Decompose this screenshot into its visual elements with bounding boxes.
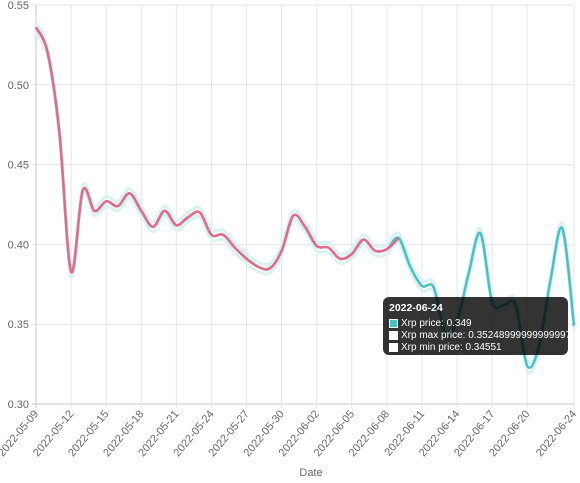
y-axis: 0.30 0.35 0.40 0.45 0.50 0.55 — [8, 0, 29, 411]
tooltip-price-label: Xrp price: 0.349 — [401, 317, 472, 329]
x-axis: 2022-05-092022-05-122022-05-152022-05-18… — [0, 408, 579, 459]
tooltip-min-label: Xrp min price: 0.34551 — [401, 341, 502, 353]
tooltip-row-min: Xrp min price: 0.34551 — [389, 341, 562, 353]
chart-series — [34, 21, 576, 374]
tooltip-max-label: Xrp max price: 0.35248999999999997 — [401, 329, 572, 341]
max-color-swatch — [389, 330, 398, 340]
min-color-swatch — [389, 342, 398, 352]
price-line-highlight — [34, 26, 400, 274]
chart-tooltip: 2022-06-24 Xrp price: 0.349 Xrp max pric… — [383, 297, 571, 355]
x-axis-title: Date — [299, 467, 322, 479]
y-tick-label: 0.35 — [8, 319, 29, 331]
x-tick-label: 2022-06-24 — [534, 408, 579, 459]
price-color-swatch — [389, 318, 398, 328]
y-tick-label: 0.30 — [8, 399, 29, 411]
y-tick-label: 0.55 — [8, 0, 29, 12]
tooltip-row-price: Xrp price: 0.349 — [389, 317, 562, 329]
chart-grid — [32, 4, 575, 408]
y-tick-label: 0.45 — [8, 160, 29, 172]
y-tick-label: 0.40 — [8, 239, 29, 251]
tooltip-row-max: Xrp max price: 0.35248999999999997 — [389, 329, 571, 341]
y-tick-label: 0.50 — [8, 80, 29, 92]
tooltip-title: 2022-06-24 — [389, 302, 443, 314]
